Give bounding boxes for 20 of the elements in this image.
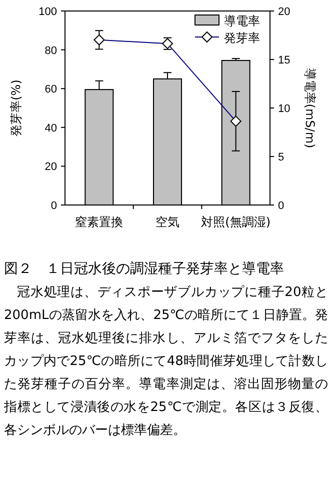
y-tick-label: 60 (44, 84, 57, 96)
y-tick-label: 0 (50, 200, 57, 212)
text: 図２ １日冠水後の調湿種子発芽率と導電率 (4, 260, 285, 279)
y2-tick-label: 0 (278, 200, 284, 212)
legend-label: 発芽率 (224, 31, 260, 45)
y2-tick-label: 20 (278, 6, 290, 18)
x-tick-label: 窒素置換 (75, 215, 124, 229)
y-axis-title: 発芽率(%) (9, 80, 23, 136)
x-tick-label: 空気 (156, 215, 180, 229)
y-tick-label: 40 (44, 122, 57, 134)
y2-tick-label: 10 (278, 103, 290, 115)
y-tick-label: 20 (44, 161, 57, 174)
y2-tick-label: 5 (278, 152, 284, 164)
legend-label: 導電率 (224, 14, 260, 28)
y2-axis-title: 導電率(mS/m) (303, 68, 317, 148)
y-tick-label: 80 (44, 44, 57, 57)
x-tick-label: 対照(無調湿) (201, 215, 271, 229)
y2-tick-label: 15 (278, 54, 290, 66)
text: 冠水処理は、ディスポーザブルカップに種子20粒と200mLの蒸留水を入れ、25℃の暗所にて１日静置。発芽率は、冠水処理後に排水し、アルミ箔でフタをしたカップ内で25℃の暗所にて48時間催芽処理して計数した発芽種子の百分率。導電率測定は、溶出固形物量の指標として浸漬後の水を25℃で測定。各区は３反復、各シンボルのバーは標準偏差。 (4, 284, 328, 440)
y-tick-label: 100 (38, 6, 57, 18)
